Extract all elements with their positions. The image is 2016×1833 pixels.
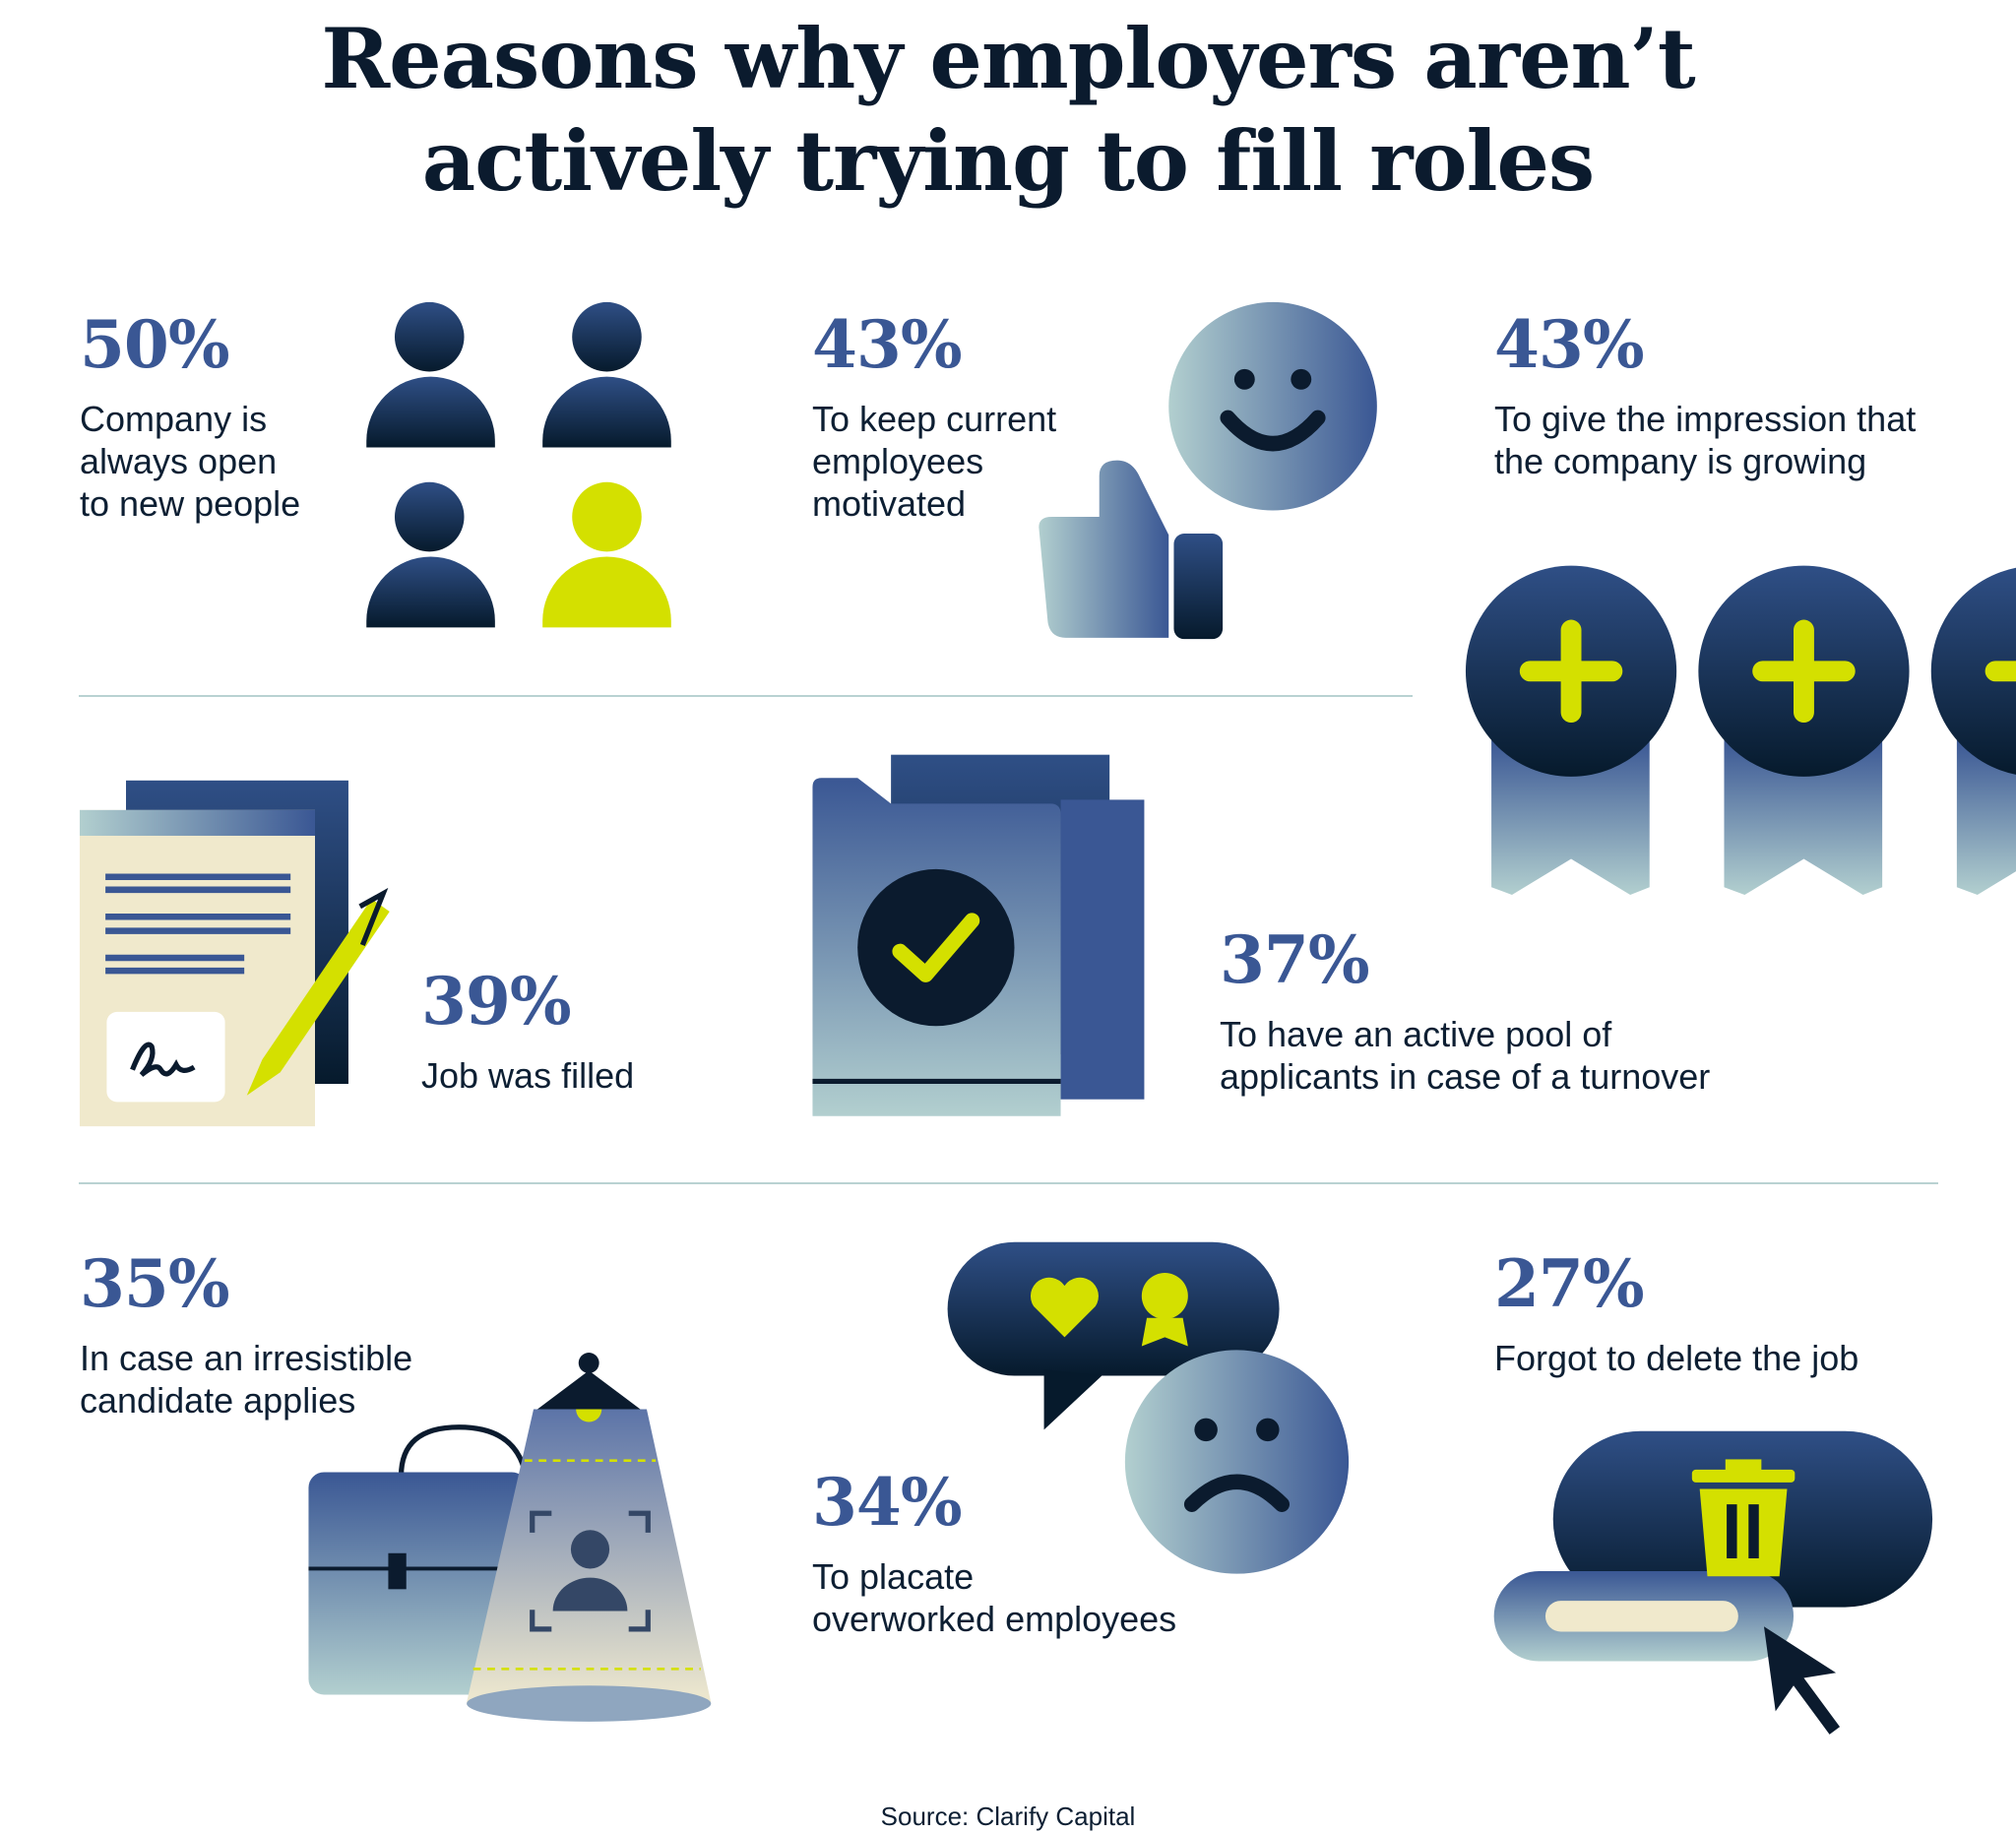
folder-check-icon bbox=[812, 754, 1145, 1116]
stat-percent: 39% bbox=[421, 963, 572, 1040]
trash-toggle-cursor-icon bbox=[1493, 1430, 1933, 1735]
stat-percent: 35% bbox=[80, 1245, 230, 1322]
stat-irresistible-candidate: 35% In case an irresistible candidate ap… bbox=[80, 1244, 412, 1422]
briefcase-spotlight-icon bbox=[308, 1353, 712, 1722]
people-icon bbox=[366, 301, 671, 628]
source-note: Source: Clarify Capital bbox=[880, 1801, 1136, 1831]
title-line-2: actively trying to fill roles bbox=[421, 112, 1595, 210]
stat-description: To placate overworked employees bbox=[812, 1556, 1177, 1639]
speech-bubble-sad-face-icon bbox=[947, 1241, 1350, 1574]
divider bbox=[79, 1182, 1938, 1184]
stat-percent: 43% bbox=[812, 306, 963, 383]
stat-percent: 34% bbox=[812, 1464, 963, 1541]
page-title: Reasons why employers aren’t actively tr… bbox=[0, 8, 2016, 213]
stat-description: In case an irresistible candidate applie… bbox=[80, 1338, 413, 1421]
smiley-thumbs-up-icon bbox=[1039, 301, 1377, 640]
stat-percent: 50% bbox=[80, 306, 230, 383]
stat-forgot-delete: 27% Forgot to delete the job bbox=[1494, 1244, 1858, 1379]
stat-impression-growing: 43% To give the impression that the comp… bbox=[1494, 305, 1916, 482]
stat-keep-motivated: 43% To keep current employees motivated bbox=[812, 305, 1056, 525]
title-line-1: Reasons why employers aren’t bbox=[321, 10, 1695, 107]
stat-description: Company is always open to new people bbox=[80, 399, 301, 524]
divider bbox=[79, 695, 1413, 697]
stat-placate-employees: 34% To placate overworked employees bbox=[812, 1463, 1176, 1640]
stat-percent: 43% bbox=[1494, 306, 1645, 383]
stat-percent: 27% bbox=[1494, 1245, 1645, 1322]
signed-document-icon bbox=[79, 780, 390, 1127]
stat-description: Job was filled bbox=[421, 1055, 635, 1096]
medal-plus-icon bbox=[1465, 565, 2016, 896]
stat-description: To give the impression that the company … bbox=[1494, 399, 1917, 481]
stat-applicant-pool: 37% To have an active pool of applicants… bbox=[1220, 920, 1710, 1098]
stat-description: To have an active pool of applicants in … bbox=[1220, 1014, 1711, 1097]
stat-description: To keep current employees motivated bbox=[812, 399, 1057, 524]
stat-percent: 37% bbox=[1220, 921, 1370, 998]
stat-description: Forgot to delete the job bbox=[1494, 1338, 1859, 1378]
stat-job-filled: 39% Job was filled bbox=[421, 962, 634, 1097]
stat-company-open: 50% Company is always open to new people bbox=[80, 305, 300, 525]
